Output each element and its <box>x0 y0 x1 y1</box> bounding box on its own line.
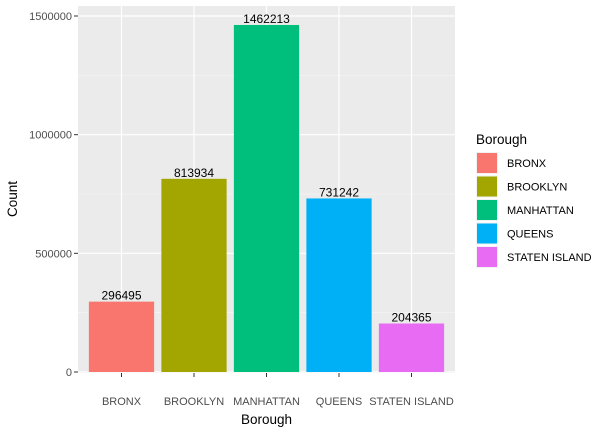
bar <box>378 323 445 372</box>
bars-group <box>88 24 445 373</box>
y-axis-title: Count <box>5 181 20 217</box>
legend-label: MANHATTAN <box>507 205 574 217</box>
y-tick-label: 0 <box>66 367 72 379</box>
y-tick-label: 1500000 <box>29 11 72 23</box>
data-label: 204365 <box>391 310 431 324</box>
data-labels-group: 296495 813934 1462213 731242 204365 <box>101 12 431 325</box>
legend-label: BROOKLYN <box>507 182 567 194</box>
bar <box>233 24 300 373</box>
bar <box>161 178 227 372</box>
data-label: 813934 <box>174 166 214 180</box>
y-tick-label: 500000 <box>35 248 72 260</box>
legend-swatch <box>477 223 497 244</box>
legend-swatch <box>477 176 497 197</box>
x-axis: BRONX BROOKLYN MANHATTAN QUEENS STATEN ISLAN… <box>102 373 454 408</box>
bar <box>88 301 155 372</box>
bar <box>306 198 372 372</box>
data-label: 296495 <box>101 289 141 303</box>
legend-label: BRONX <box>507 158 547 170</box>
x-tick-label: STATEN ISLAND <box>369 396 454 408</box>
legend-swatch <box>477 247 497 267</box>
legend-title: Borough <box>476 132 527 147</box>
data-label: 1462213 <box>243 12 290 26</box>
x-tick-label: BROOKLYN <box>164 396 224 408</box>
legend-label: STATEN ISLAND <box>507 252 592 264</box>
y-axis: 0 500000 1000000 1500000 <box>29 11 78 379</box>
legend-swatch <box>477 153 497 173</box>
x-axis-title: Borough <box>241 412 292 427</box>
legend-items: BRONX BROOKLYN MANHATTAN QUEENS STATEN ISLAN… <box>476 152 592 268</box>
data-label: 731242 <box>319 185 359 199</box>
x-tick-label: QUEENS <box>316 396 362 408</box>
x-tick-label: BRONX <box>102 396 142 408</box>
legend-swatch <box>477 200 497 220</box>
legend-label: QUEENS <box>507 229 553 241</box>
x-tick-label: MANHATTAN <box>233 396 300 408</box>
y-tick-label: 1000000 <box>29 130 72 142</box>
legend: Borough BRONX BROOKLYN MANHATTAN QUEENS STAT… <box>476 132 592 268</box>
